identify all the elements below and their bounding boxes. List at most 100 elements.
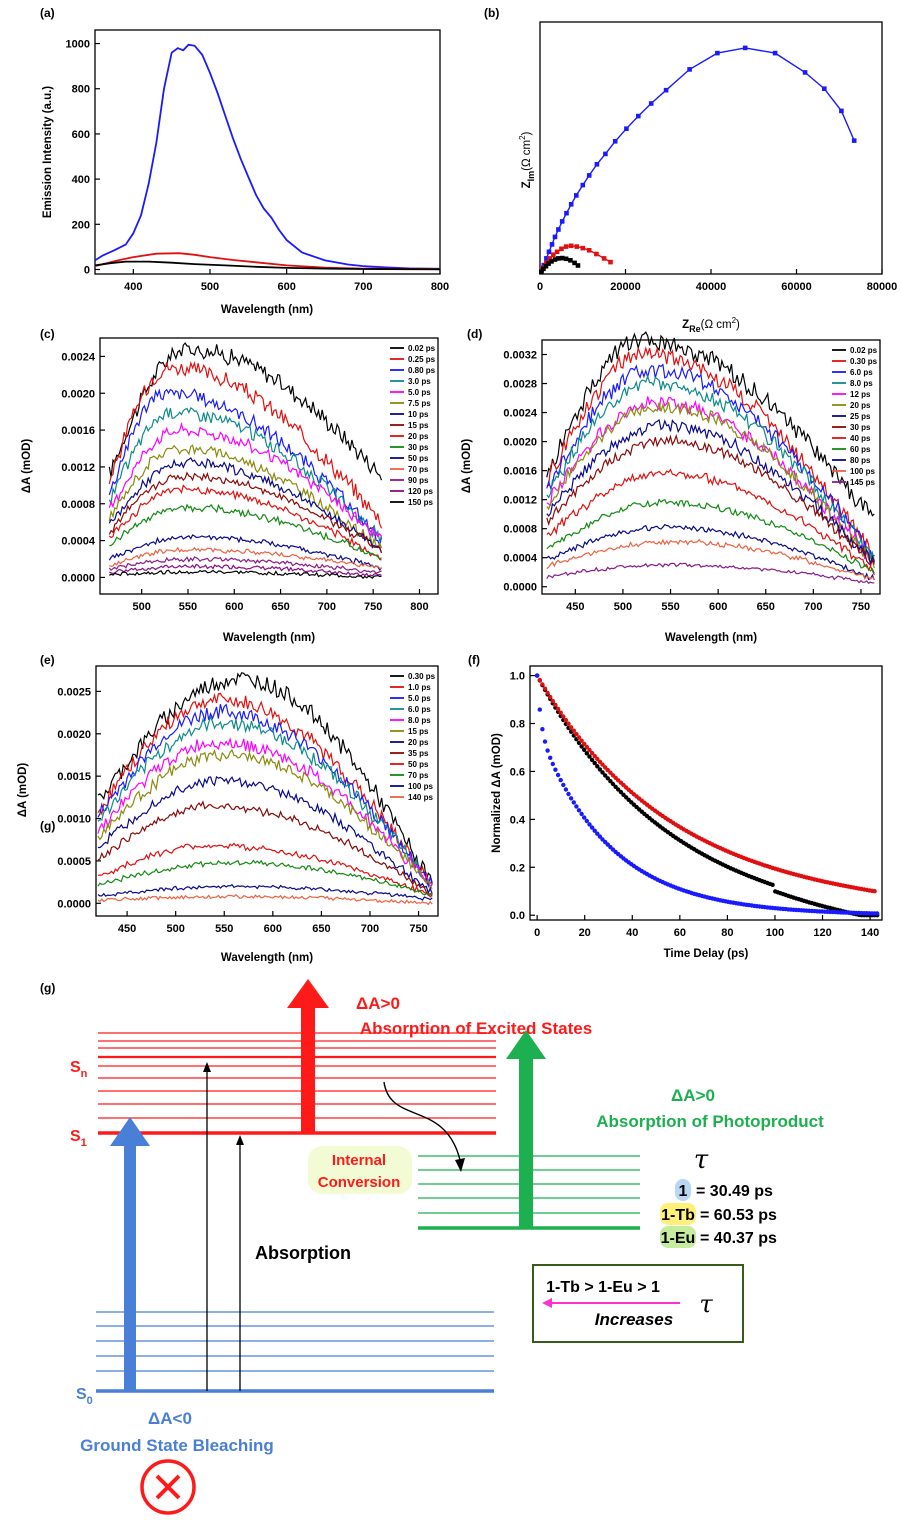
x-tick-label: 700 <box>318 601 336 613</box>
emission-series-0 <box>94 43 441 270</box>
nyquist-point <box>551 252 556 257</box>
panel-b-series <box>539 45 857 275</box>
decay-point <box>584 751 589 756</box>
y-tick-label: 0.0000 <box>61 572 95 584</box>
legend-entry: 100 ps <box>850 467 875 476</box>
decay-point <box>558 710 563 715</box>
x-tick-label: 700 <box>354 281 372 293</box>
panel-f-ylabel: Normalized ΔA (mOD) <box>491 733 503 853</box>
ta-series-2 <box>97 703 433 889</box>
decay-point <box>579 738 584 743</box>
nyquist-point <box>586 173 592 178</box>
nyquist-point <box>543 263 549 269</box>
panel-f-x-ticks: 0 20 40 60 80 100 120 140 <box>534 915 879 939</box>
lifetime-1-tb: 1-Tb = 60.53 ps <box>660 1203 777 1225</box>
panel-f-label: (f) <box>468 653 480 667</box>
y-tick-label: 0.0000 <box>503 582 537 594</box>
absorption-arrows <box>203 1062 244 1391</box>
nyquist-point <box>559 246 564 252</box>
y-tick-label: 0.0016 <box>503 466 537 478</box>
y-tick-label: 0.0010 <box>57 814 91 826</box>
ta-series-0 <box>108 342 383 481</box>
decay-point <box>595 764 600 769</box>
ta-series-2 <box>108 388 383 548</box>
panel-c-y-ticks: 0.0000 0.0004 0.0008 0.0012 0.0016 0.0020 0.00… <box>61 351 105 584</box>
x-tick-label: 500 <box>614 601 632 613</box>
panel-e-x-ticks: 450 500 550 600 650 700 750 <box>118 911 428 935</box>
decay-point <box>600 770 605 775</box>
panel-g-energy-diagram: (g) Sn S1 <box>40 979 824 1515</box>
panel-e-xlabel: Wavelength (nm) <box>221 952 313 964</box>
panel-a: (a) 400 500 600 700 800 0 200 400 600 800 1000 Wa… <box>40 6 449 316</box>
y-tick-label: 0.0032 <box>503 350 537 362</box>
ta-series-4 <box>108 421 382 538</box>
legend-entry: 0.80 ps <box>408 366 436 375</box>
nyquist-point <box>687 67 692 72</box>
y-tick-label: 0 <box>84 264 90 276</box>
x-tick-label: 600 <box>225 601 243 613</box>
x-tick-label: 80 <box>721 927 733 939</box>
x-tick-label: 60000 <box>781 281 812 293</box>
panel-d-xlabel: Wavelength (nm) <box>665 632 757 644</box>
panel-c-frame <box>99 337 439 595</box>
legend-entry: 12 ps <box>850 390 871 399</box>
photoproduct-arrow <box>506 1030 546 1229</box>
decay-point <box>597 759 603 764</box>
decay-point <box>584 818 589 824</box>
nyquist-point <box>564 210 569 216</box>
panel-f-frame <box>529 665 883 921</box>
y-tick-label: 1.0 <box>510 671 525 683</box>
legend-entry: 3.0 ps <box>408 377 431 386</box>
svg-text:= 60.53 ps: = 60.53 ps <box>700 1207 777 1224</box>
legend-entry: 0.25 ps <box>408 355 436 364</box>
ta-series-10 <box>546 523 875 581</box>
svg-text:1: 1 <box>679 1183 688 1200</box>
panel-e-frame <box>95 665 439 917</box>
legend-entry: 20 ps <box>850 401 871 410</box>
ta-series-4 <box>97 736 433 890</box>
x-tick-label: 800 <box>410 601 428 613</box>
decay-point <box>542 739 548 744</box>
nyquist-point <box>648 101 654 106</box>
legend-entry: 150 ps <box>408 498 433 507</box>
nyquist-point <box>546 249 552 255</box>
x-tick-label: 120 <box>813 927 831 939</box>
decay-point <box>548 755 553 760</box>
lifetime-1-eu: 1-Eu = 40.37 ps <box>660 1226 777 1248</box>
decay-point <box>534 673 540 678</box>
x-tick-label: 0 <box>534 927 540 939</box>
decay-point <box>579 811 584 817</box>
ta-series-6 <box>97 775 433 895</box>
decay-point <box>595 831 600 836</box>
panel-a-series <box>94 43 441 271</box>
svg-text:1-Eu: 1-Eu <box>661 1230 696 1247</box>
ground-levels <box>96 1311 494 1393</box>
y-tick-label: 0.0020 <box>61 388 95 400</box>
ta-series-8 <box>546 468 875 576</box>
decay-point <box>550 698 555 704</box>
nyquist-point <box>574 244 580 249</box>
ground-bleaching-label: Ground State Bleaching <box>80 1436 274 1455</box>
panel-e-label: (e) <box>40 653 55 667</box>
decay-point <box>553 767 558 772</box>
order-text: 1-Tb > 1-Eu > 1 <box>546 1279 660 1296</box>
nyquist-point <box>742 45 748 51</box>
ta-series-3 <box>97 715 433 888</box>
ta-series-3 <box>546 374 875 562</box>
panel-a-label: (a) <box>40 6 55 20</box>
decay-point <box>574 731 579 737</box>
s1-label: S1 <box>70 1128 87 1149</box>
panel-b: (b) 0 20000 40000 60000 80000 ZRe(Ω cm2) ZIm… <box>484 6 897 334</box>
decay-point <box>587 754 592 759</box>
x-tick-label: 60 <box>674 927 686 939</box>
photo-delta-label: ΔA>0 <box>671 1086 715 1105</box>
excited-delta-label: ΔA>0 <box>356 994 400 1013</box>
decay-point <box>592 828 597 833</box>
y-tick-label: 0.0008 <box>503 524 537 536</box>
panel-e-legend: 0.30 ps 1.0 ps 5.0 ps 6.0 ps 8.0 ps 15 ps 20 p… <box>390 672 436 802</box>
panel-d-series <box>546 331 875 584</box>
ta-series-11 <box>109 546 382 570</box>
panel-c: (c) 500 550 600 650 700 750 800 0.00000.00040.… <box>21 327 439 644</box>
y-tick-label: 0.0024 <box>503 408 538 420</box>
y-tick-label: 0.0020 <box>57 729 91 741</box>
